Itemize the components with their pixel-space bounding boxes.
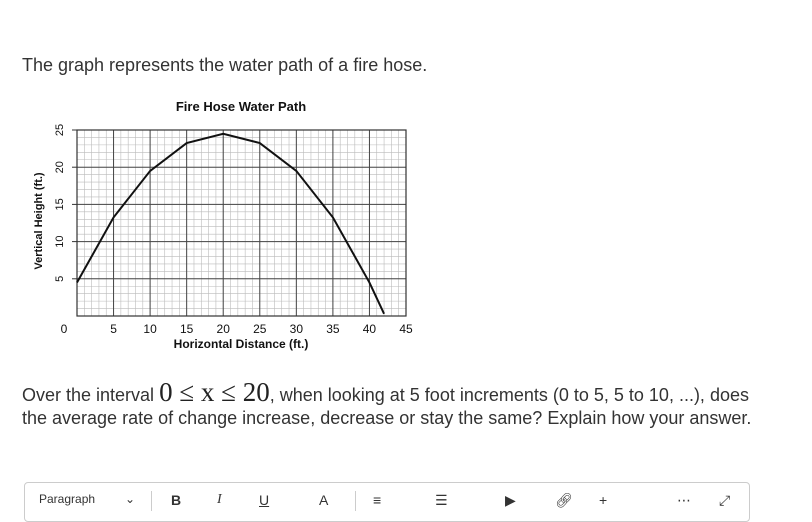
italic-button[interactable]: I [217,492,222,507]
math-expression: 0 ≤ x ≤ 20 [159,377,270,407]
page: {"intro": "The graph represents the wate… [22,55,762,522]
link-button[interactable]: 🔗︎ [555,492,573,508]
x-tick-label: 45 [399,322,413,336]
x-tick-label: 0 [61,322,68,336]
y-tick-label: 15 [54,198,66,210]
editor-toolbar: Paragraph ⌄ B I U A ≡ ☰ ▶ 🔗︎ + ⋯ ⤢ [24,482,750,522]
paragraph-dropdown[interactable]: Paragraph [39,492,96,506]
x-tick-label: 30 [290,322,304,336]
x-tick-label: 5 [110,322,117,336]
insert-button[interactable]: + [599,492,608,508]
intro-text: The graph represents the water path of a… [22,55,428,75]
chart: Fire Hose Water Path Horizontal Distance… [33,99,413,351]
x-tick-label: 15 [180,322,194,336]
chevron: ⌄ [125,492,136,506]
question-text: , when looking at 5 foot increments (0 t… [22,385,752,428]
question: Over the interval 0 ≤ x ≤ 20, when looki… [22,379,762,430]
y-tick-label: 10 [54,235,66,247]
fullscreen-button[interactable]: ⤢ [719,492,731,508]
more-button[interactable]: ⋯ [677,492,691,508]
separator [151,491,152,511]
underline-button[interactable]: U [259,492,270,508]
list-button[interactable]: ☰ [435,492,448,508]
water-path [76,132,385,315]
y-axis-label: Vertical Height (ft.) [33,172,45,270]
y-tick-label: 5 [54,276,66,282]
x-tick-label: 10 [143,322,157,336]
align-button[interactable]: ≡ [373,492,382,508]
color-button[interactable]: A [319,492,329,508]
y-tick-label: 25 [54,124,66,136]
chart-title: Fire Hose Water Path [176,99,306,114]
plot-frame [76,129,407,317]
bold-button[interactable]: B [171,492,182,508]
x-tick-label: 20 [217,322,231,336]
x-tick-label: 35 [326,322,340,336]
question-text: Over the interval [22,385,160,405]
separator [355,491,356,511]
x-tick-label: 25 [253,322,267,336]
media-button[interactable]: ▶ [505,492,516,508]
x-tick-label: 40 [363,322,377,336]
y-tick-label: 20 [54,161,66,173]
x-axis-label: Horizontal Distance (ft.) [174,337,309,351]
